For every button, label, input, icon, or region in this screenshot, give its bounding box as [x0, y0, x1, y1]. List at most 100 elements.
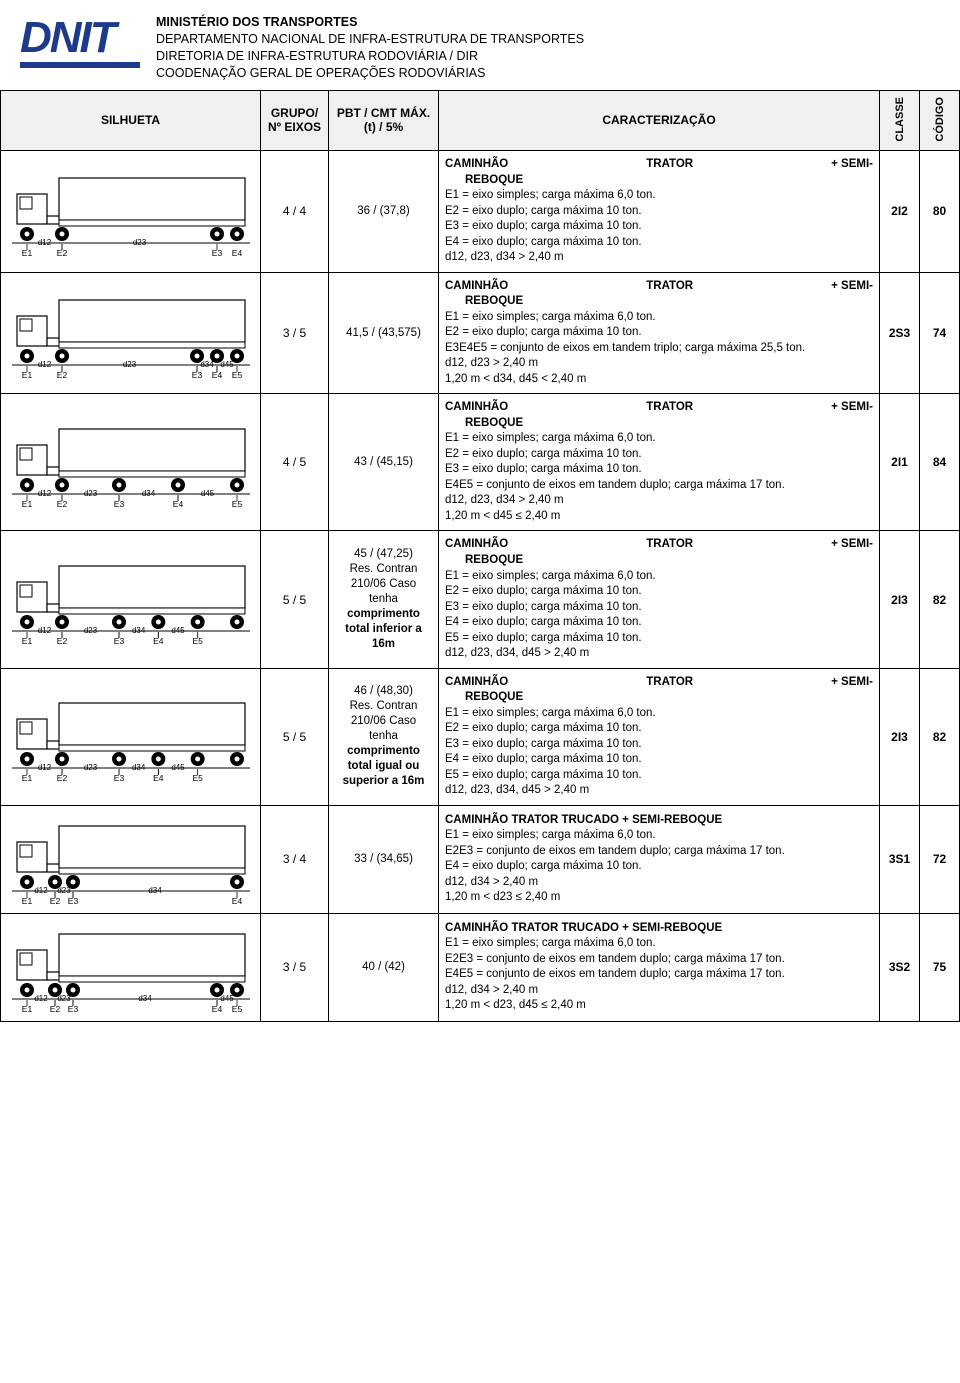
- codigo-cell: 84: [920, 394, 960, 531]
- vehicle-table: SILHUETA GRUPO/ Nº EIXOS PBT / CMT MÁX. …: [0, 90, 960, 1022]
- carac-title: CAMINHÃOTRATOR+ SEMI-: [445, 157, 873, 173]
- carac-cell: CAMINHÃOTRATOR+ SEMI-REBOQUEE1 = eixo si…: [439, 272, 880, 394]
- svg-text:E2: E2: [57, 636, 68, 646]
- grupo-cell: 4 / 5: [261, 394, 329, 531]
- svg-text:E5: E5: [232, 370, 243, 380]
- classe-cell: 2I1: [880, 394, 920, 531]
- svg-text:d12: d12: [34, 886, 48, 895]
- col-grupo: GRUPO/ Nº EIXOS: [261, 90, 329, 151]
- codigo-cell: 72: [920, 805, 960, 913]
- pbt-main: 41,5 / (43,575): [335, 326, 432, 341]
- carac-title: CAMINHÃOTRATOR+ SEMI-: [445, 400, 873, 416]
- carac-line: E2E3 = conjunto de eixos em tandem duplo…: [445, 844, 873, 860]
- pbt-main: 36 / (37,8): [335, 204, 432, 219]
- svg-text:E4: E4: [212, 370, 223, 380]
- codigo-cell: 80: [920, 151, 960, 273]
- carac-line: E3 = eixo duplo; carga máxima 10 ton.: [445, 737, 873, 753]
- carac-line: E2 = eixo duplo; carga máxima 10 ton.: [445, 447, 873, 463]
- svg-text:d45: d45: [220, 994, 234, 1003]
- svg-text:d12: d12: [38, 763, 52, 772]
- grupo-cell: 3 / 5: [261, 272, 329, 394]
- carac-line: E5 = eixo duplo; carga máxima 10 ton.: [445, 768, 873, 784]
- svg-text:E2: E2: [50, 1004, 61, 1014]
- carac-cell: CAMINHÃOTRATOR+ SEMI-REBOQUEE1 = eixo si…: [439, 151, 880, 273]
- svg-text:d23: d23: [57, 886, 71, 895]
- carac-line: 1,20 m < d23 ≤ 2,40 m: [445, 890, 873, 906]
- svg-text:E1: E1: [22, 499, 33, 509]
- svg-text:d34: d34: [148, 886, 162, 895]
- pbt-cell: 46 / (48,30)Res. Contran 210/06 Caso ten…: [329, 668, 439, 805]
- grupo-cell: 5 / 5: [261, 531, 329, 668]
- svg-text:E3: E3: [212, 248, 223, 258]
- pbt-extra: Res. Contran 210/06 Caso tenha: [335, 699, 432, 744]
- carac-line: E1 = eixo simples; carga máxima 6,0 ton.: [445, 431, 873, 447]
- silhouette-cell: d12d23d34d45E1E2E3E4E5: [1, 272, 261, 394]
- carac-subtitle: REBOQUE: [445, 294, 873, 310]
- carac-line: E2E3 = conjunto de eixos em tandem duplo…: [445, 952, 873, 968]
- carac-title: CAMINHÃO TRATOR TRUCADO + SEMI-REBOQUE: [445, 921, 873, 937]
- classe-cell: 2S3: [880, 272, 920, 394]
- svg-text:E1: E1: [22, 370, 33, 380]
- header-line-3: DIRETORIA DE INFRA-ESTRUTURA RODOVIÁRIA …: [156, 48, 584, 65]
- pbt-main: 46 / (48,30): [335, 684, 432, 699]
- silhouette-cell: d12d23d34d45E1E2E3E4E5: [1, 913, 261, 1021]
- svg-text:d34: d34: [132, 763, 146, 772]
- pbt-cell: 33 / (34,65): [329, 805, 439, 913]
- svg-text:E2: E2: [57, 773, 68, 783]
- pbt-bold: comprimento total inferior a 16m: [335, 607, 432, 652]
- carac-title: CAMINHÃO TRATOR TRUCADO + SEMI-REBOQUE: [445, 813, 873, 829]
- svg-text:d45: d45: [171, 626, 185, 635]
- svg-text:E5: E5: [192, 773, 203, 783]
- carac-line: 1,20 m < d45 ≤ 2,40 m: [445, 509, 873, 525]
- header-text: MINISTÉRIO DOS TRANSPORTES DEPARTAMENTO …: [156, 12, 584, 82]
- svg-text:E1: E1: [22, 896, 33, 906]
- svg-text:d12: d12: [38, 360, 52, 369]
- silhouette-cell: d12d23d34E1E2E3E4: [1, 805, 261, 913]
- table-header-row: SILHUETA GRUPO/ Nº EIXOS PBT / CMT MÁX. …: [1, 90, 960, 151]
- pbt-cell: 45 / (47,25)Res. Contran 210/06 Caso ten…: [329, 531, 439, 668]
- svg-text:E3: E3: [114, 499, 125, 509]
- svg-text:d12: d12: [38, 489, 52, 498]
- header-line-2: DEPARTAMENTO NACIONAL DE INFRA-ESTRUTURA…: [156, 31, 584, 48]
- svg-text:E5: E5: [232, 1004, 243, 1014]
- carac-line: E1 = eixo simples; carga máxima 6,0 ton.: [445, 569, 873, 585]
- carac-line: E1 = eixo simples; carga máxima 6,0 ton.: [445, 828, 873, 844]
- svg-text:E2: E2: [57, 248, 68, 258]
- svg-text:E5: E5: [192, 636, 203, 646]
- svg-text:d23: d23: [57, 994, 71, 1003]
- classe-cell: 2I3: [880, 668, 920, 805]
- svg-text:E4: E4: [232, 896, 243, 906]
- carac-line: E3 = eixo duplo; carga máxima 10 ton.: [445, 219, 873, 235]
- silhouette-cell: d12d23d34d45E1E2E3E4E5: [1, 668, 261, 805]
- carac-cell: CAMINHÃOTRATOR+ SEMI-REBOQUEE1 = eixo si…: [439, 668, 880, 805]
- carac-line: E1 = eixo simples; carga máxima 6,0 ton.: [445, 188, 873, 204]
- svg-text:E4: E4: [153, 773, 164, 783]
- svg-text:d23: d23: [84, 626, 98, 635]
- svg-text:E1: E1: [22, 773, 33, 783]
- carac-line: d12, d34 > 2,40 m: [445, 983, 873, 999]
- header-line-4: COODENAÇÃO GERAL DE OPERAÇÕES RODOVIÁRIA…: [156, 65, 584, 82]
- codigo-cell: 82: [920, 668, 960, 805]
- svg-text:d45: d45: [220, 360, 234, 369]
- col-classe: CLASSE: [880, 90, 920, 151]
- codigo-cell: 74: [920, 272, 960, 394]
- pbt-main: 33 / (34,65): [335, 852, 432, 867]
- table-row: d12d23d34d45E1E2E3E4E55 / 545 / (47,25)R…: [1, 531, 960, 668]
- svg-text:d23: d23: [133, 238, 147, 247]
- ministry-line: MINISTÉRIO DOS TRANSPORTES: [156, 14, 584, 31]
- carac-line: d12, d23 > 2,40 m: [445, 356, 873, 372]
- table-row: d12d23d34d45E1E2E3E4E54 / 543 / (45,15)C…: [1, 394, 960, 531]
- svg-text:E3: E3: [68, 1004, 79, 1014]
- svg-text:d45: d45: [201, 489, 215, 498]
- classe-cell: 3S2: [880, 913, 920, 1021]
- svg-text:E4: E4: [212, 1004, 223, 1014]
- carac-title: CAMINHÃOTRATOR+ SEMI-: [445, 279, 873, 295]
- carac-title: CAMINHÃOTRATOR+ SEMI-: [445, 675, 873, 691]
- silhouette-cell: d12d23d34d45E1E2E3E4E5: [1, 531, 261, 668]
- pbt-main: 45 / (47,25): [335, 547, 432, 562]
- codigo-cell: 82: [920, 531, 960, 668]
- svg-text:E2: E2: [57, 370, 68, 380]
- svg-text:d45: d45: [171, 763, 185, 772]
- svg-text:E1: E1: [22, 1004, 33, 1014]
- table-row: d12d23d34d45E1E2E3E4E53 / 540 / (42)CAMI…: [1, 913, 960, 1021]
